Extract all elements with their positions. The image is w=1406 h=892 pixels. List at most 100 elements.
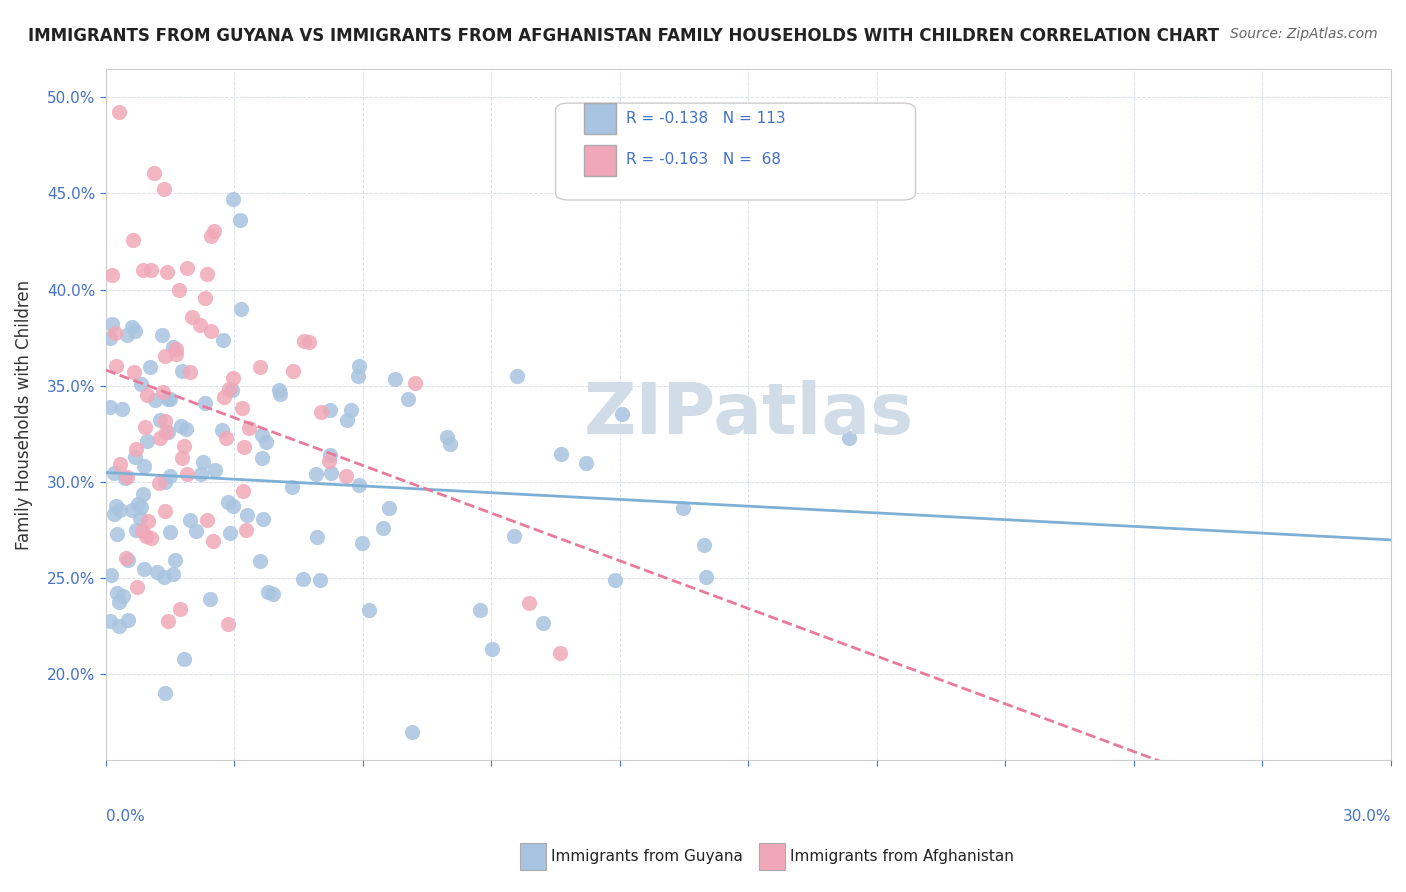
- Point: [100, 567, 122, 582]
- Point: [176, 261, 198, 276]
- FancyBboxPatch shape: [555, 103, 915, 200]
- Point: [173, 439, 195, 453]
- Point: [195, 513, 218, 527]
- Point: [159, 392, 181, 406]
- Point: [281, 480, 304, 494]
- Point: [180, 310, 202, 324]
- Point: [212, 334, 235, 348]
- Point: [129, 500, 152, 514]
- Point: [373, 521, 395, 535]
- Text: Immigrants from Guyana: Immigrants from Guyana: [551, 849, 742, 863]
- Point: [174, 422, 197, 436]
- Text: Source: ZipAtlas.com: Source: ZipAtlas.com: [1230, 27, 1378, 41]
- Point: [222, 499, 245, 513]
- Point: [229, 213, 252, 227]
- Point: [292, 572, 315, 586]
- Point: [163, 553, 186, 567]
- Point: [179, 513, 201, 527]
- Point: [125, 523, 148, 537]
- Point: [215, 431, 238, 445]
- Point: [105, 359, 128, 374]
- Point: [111, 401, 134, 416]
- Point: [134, 420, 156, 434]
- Point: [319, 448, 342, 462]
- Point: [165, 342, 187, 356]
- Point: [188, 318, 211, 332]
- Text: R = -0.163   N =  68: R = -0.163 N = 68: [626, 153, 782, 168]
- Point: [238, 421, 260, 435]
- Point: [153, 475, 176, 489]
- Point: [404, 376, 426, 391]
- Point: [347, 478, 370, 492]
- Point: [149, 413, 172, 427]
- Point: [146, 565, 169, 579]
- Point: [200, 229, 222, 244]
- Point: [292, 334, 315, 348]
- Point: [135, 434, 157, 448]
- Text: IMMIGRANTS FROM GUYANA VS IMMIGRANTS FROM AFGHANISTAN FAMILY HOUSEHOLDS WITH CHI: IMMIGRANTS FROM GUYANA VS IMMIGRANTS FRO…: [28, 27, 1219, 45]
- Point: [108, 619, 131, 633]
- Point: [254, 434, 277, 449]
- Point: [439, 436, 461, 450]
- Point: [132, 459, 155, 474]
- Point: [340, 402, 363, 417]
- Point: [98, 331, 121, 345]
- Point: [297, 335, 319, 350]
- Point: [105, 527, 128, 541]
- Point: [695, 570, 717, 584]
- Point: [125, 580, 148, 594]
- Point: [283, 364, 305, 378]
- Point: [148, 475, 170, 490]
- Point: [672, 500, 695, 515]
- Point: [235, 523, 257, 537]
- Point: [131, 524, 153, 539]
- Point: [217, 495, 239, 509]
- Point: [121, 320, 143, 334]
- Point: [162, 339, 184, 353]
- Point: [112, 589, 135, 603]
- Point: [132, 263, 155, 277]
- Point: [837, 431, 859, 445]
- Point: [401, 724, 423, 739]
- Point: [129, 377, 152, 392]
- Point: [502, 529, 524, 543]
- Point: [124, 450, 146, 465]
- Text: 30.0%: 30.0%: [1343, 809, 1391, 824]
- Point: [347, 368, 370, 383]
- Point: [217, 617, 239, 632]
- Point: [98, 615, 121, 629]
- Point: [153, 686, 176, 700]
- Point: [117, 613, 139, 627]
- Point: [173, 652, 195, 666]
- Point: [159, 468, 181, 483]
- Point: [149, 431, 172, 445]
- Y-axis label: Family Households with Children: Family Households with Children: [15, 279, 32, 549]
- Bar: [583, 103, 616, 135]
- Point: [232, 483, 254, 498]
- Point: [115, 550, 138, 565]
- Point: [103, 466, 125, 480]
- Point: [139, 360, 162, 375]
- Point: [122, 233, 145, 247]
- Point: [170, 364, 193, 378]
- Point: [252, 451, 274, 466]
- Point: [311, 404, 333, 418]
- Point: [531, 615, 554, 630]
- Point: [305, 467, 328, 482]
- Point: [506, 369, 529, 384]
- Point: [152, 385, 174, 400]
- Point: [221, 192, 243, 206]
- Point: [176, 467, 198, 481]
- Point: [156, 265, 179, 279]
- Point: [550, 446, 572, 460]
- Point: [269, 387, 291, 401]
- Point: [468, 603, 491, 617]
- Point: [172, 451, 194, 466]
- Point: [197, 267, 219, 281]
- Point: [143, 392, 166, 407]
- Text: Immigrants from Afghanistan: Immigrants from Afghanistan: [790, 849, 1014, 863]
- Point: [350, 535, 373, 549]
- Point: [125, 442, 148, 457]
- Point: [218, 526, 240, 541]
- Point: [211, 423, 233, 437]
